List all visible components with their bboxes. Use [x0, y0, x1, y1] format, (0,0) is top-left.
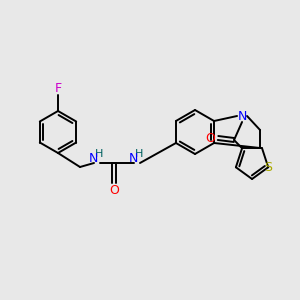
Text: S: S: [264, 161, 272, 174]
Text: N: N: [237, 110, 247, 122]
Text: O: O: [109, 184, 119, 197]
Text: N: N: [88, 152, 98, 164]
Text: H: H: [95, 149, 103, 159]
Text: H: H: [135, 149, 143, 159]
Text: O: O: [205, 131, 215, 145]
Text: F: F: [54, 82, 61, 94]
Text: N: N: [128, 152, 138, 164]
